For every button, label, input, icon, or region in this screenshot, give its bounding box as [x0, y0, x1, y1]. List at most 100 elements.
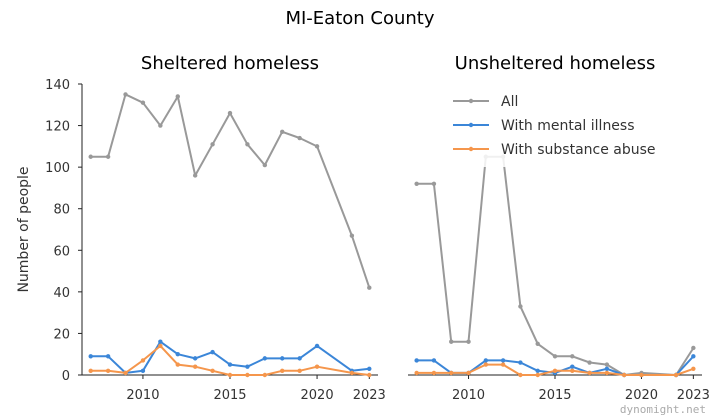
- data-point-with-mental-illness: [297, 356, 302, 361]
- data-point-with-mental-illness: [314, 343, 320, 349]
- data-point-with-substance-abuse: [431, 370, 437, 376]
- data-point-with-substance-abuse: [175, 362, 180, 367]
- data-point-with-mental-illness: [158, 339, 163, 344]
- y-tick-label: 120: [45, 120, 70, 135]
- series-line-all: [416, 155, 695, 376]
- x-tick-label: 2010: [126, 388, 159, 403]
- panel-unsheltered: Unsheltered homeless 2010 2015 2020 2023 All W…: [408, 53, 710, 403]
- data-point-with-mental-illness: [518, 360, 523, 365]
- data-point-with-substance-abuse: [466, 370, 471, 376]
- data-point-all: [604, 362, 610, 367]
- panel-sheltered: Sheltered homeless 0 20 40 60 80 100 120 140 Numb…: [16, 53, 386, 403]
- series-line-with-mental-illness: [90, 340, 370, 374]
- y-tick-label: 40: [53, 286, 70, 301]
- data-point-with-mental-illness: [367, 366, 372, 371]
- data-point-with-substance-abuse: [518, 372, 523, 378]
- data-point-with-substance-abuse: [314, 364, 320, 369]
- data-point-with-substance-abuse: [483, 362, 489, 367]
- data-point-with-mental-illness: [691, 354, 696, 359]
- data-point-with-substance-abuse: [552, 368, 558, 374]
- data-point-all: [535, 341, 540, 347]
- data-point-with-substance-abuse: [367, 372, 372, 378]
- y-tick-label: 20: [53, 327, 70, 342]
- data-point-with-substance-abuse: [349, 370, 355, 376]
- data-point-all: [158, 123, 163, 128]
- data-point-all: [466, 339, 471, 344]
- data-point-with-substance-abuse: [691, 366, 696, 371]
- data-point-with-mental-illness: [431, 358, 437, 363]
- data-point-with-substance-abuse: [604, 370, 610, 376]
- data-point-with-substance-abuse: [88, 368, 93, 374]
- data-point-with-substance-abuse: [245, 372, 250, 378]
- data-point-all: [192, 173, 198, 178]
- data-point-with-substance-abuse: [587, 370, 592, 376]
- legend-marker-with-mental-illness: [468, 122, 474, 128]
- y-tick-label: 80: [53, 203, 70, 218]
- data-point-with-substance-abuse: [639, 372, 644, 378]
- data-point-all: [449, 339, 454, 344]
- y-tick-label: 60: [53, 244, 70, 259]
- series-line-with-substance-abuse: [90, 344, 370, 376]
- data-point-with-substance-abuse: [140, 358, 146, 363]
- data-point-all: [123, 92, 128, 97]
- legend-marker-with-substance-abuse: [468, 146, 474, 152]
- x-tick-label: 2010: [452, 388, 485, 403]
- data-point-with-mental-illness: [500, 358, 506, 363]
- figure-title: MI-Eaton County: [285, 8, 434, 29]
- x-tick-label: 2023: [677, 388, 710, 403]
- data-point-all: [227, 110, 233, 116]
- y-tick-label: 0: [62, 369, 70, 384]
- data-point-with-substance-abuse: [280, 368, 285, 374]
- data-point-with-mental-illness: [227, 362, 233, 367]
- data-point-with-substance-abuse: [210, 368, 215, 374]
- data-point-all: [262, 162, 268, 168]
- panel-title: Sheltered homeless: [141, 53, 319, 74]
- data-point-all: [314, 144, 320, 149]
- legend-label-with-mental-illness: With mental illness: [501, 118, 635, 134]
- data-point-all: [414, 181, 419, 186]
- data-point-all: [518, 304, 523, 309]
- data-point-with-mental-illness: [88, 354, 93, 359]
- data-point-all: [88, 154, 93, 159]
- data-point-with-substance-abuse: [449, 370, 454, 376]
- data-point-all: [349, 233, 355, 238]
- series-line-with-substance-abuse: [416, 363, 694, 376]
- data-point-with-mental-illness: [262, 356, 268, 361]
- data-point-all: [105, 154, 111, 159]
- data-point-with-substance-abuse: [297, 368, 302, 374]
- data-point-all: [552, 354, 558, 359]
- data-point-with-mental-illness: [210, 349, 215, 355]
- data-point-with-mental-illness: [280, 356, 285, 361]
- data-point-all: [175, 94, 180, 99]
- data-point-with-substance-abuse: [123, 370, 128, 376]
- y-tick-label: 140: [45, 78, 70, 93]
- data-point-all: [431, 181, 437, 186]
- x-tick-label: 2015: [538, 388, 571, 403]
- data-point-all: [691, 345, 696, 351]
- x-tick-label: 2023: [353, 388, 386, 403]
- data-point-with-substance-abuse: [105, 368, 111, 374]
- y-axis-label: Number of people: [16, 166, 32, 292]
- data-point-with-mental-illness: [192, 356, 198, 361]
- data-point-all: [140, 100, 146, 105]
- data-point-with-substance-abuse: [570, 368, 575, 374]
- legend-label-with-substance-abuse: With substance abuse: [501, 142, 656, 158]
- data-point-all: [297, 135, 302, 141]
- legend-label-all: All: [501, 94, 518, 110]
- data-point-with-mental-illness: [105, 354, 111, 359]
- data-point-with-mental-illness: [570, 364, 575, 369]
- data-point-with-substance-abuse: [414, 370, 419, 376]
- x-tick-label: 2020: [301, 388, 334, 403]
- data-point-all: [570, 354, 575, 359]
- data-point-with-substance-abuse: [227, 372, 233, 378]
- data-point-with-mental-illness: [483, 358, 489, 363]
- data-point-with-substance-abuse: [621, 372, 627, 378]
- data-point-all: [280, 129, 285, 135]
- y-tick-label: 100: [45, 161, 70, 176]
- watermark: dynomight.net: [620, 403, 706, 416]
- panel-title: Unsheltered homeless: [455, 53, 656, 74]
- x-tick-label: 2020: [625, 388, 658, 403]
- data-point-with-substance-abuse: [500, 362, 506, 367]
- data-point-with-substance-abuse: [673, 372, 679, 378]
